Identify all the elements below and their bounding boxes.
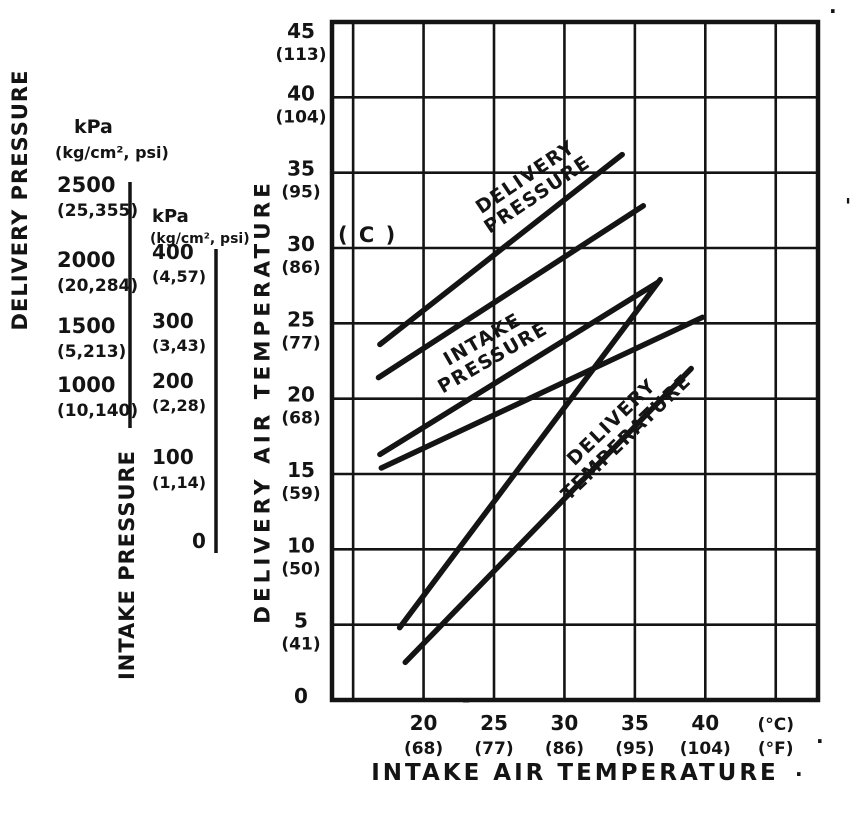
plot-frame bbox=[329, 19, 821, 703]
delivery-pressure-scale-sub-value: (10,140) bbox=[57, 401, 138, 421]
intake-pressure-scale-value: 0 bbox=[192, 529, 206, 553]
y-tick-label: 35 bbox=[287, 157, 315, 181]
intake-pressure-scale-value: 300 bbox=[152, 309, 194, 333]
series-delivery-pressure bbox=[375, 203, 647, 381]
x-tick-label: 20 bbox=[410, 711, 438, 735]
x-tick-sub-label: (77) bbox=[474, 739, 513, 759]
scan-artifact: - bbox=[462, 688, 471, 712]
x-tick-sub-label: (104) bbox=[680, 739, 731, 759]
intake-pressure-scale-value: 400 bbox=[152, 240, 194, 264]
y-tick-label: 5 bbox=[294, 609, 308, 633]
series-intake-pressure bbox=[377, 279, 661, 458]
y-tick-sub-label: (50) bbox=[281, 559, 320, 579]
delivery-pressure-scale-value: 1500 bbox=[57, 314, 115, 338]
delivery-pressure-scale-sub-value: (5,213) bbox=[57, 342, 126, 362]
x-tick-label: 25 bbox=[480, 711, 508, 735]
scan-artifact: ' bbox=[845, 194, 852, 218]
x-axis-unit-c: (°C) bbox=[757, 715, 794, 735]
series-delivery-pressure bbox=[377, 151, 625, 348]
x-tick-sub-label: (68) bbox=[404, 739, 443, 759]
series-delivery-temperature bbox=[396, 276, 663, 631]
series-delivery-temperature bbox=[402, 365, 694, 666]
intake-pressure-unit-detail-label: (kg/cm², psi) bbox=[150, 231, 250, 247]
x-tick-label: 30 bbox=[551, 711, 579, 735]
delivery-pressure-scale-value: 2500 bbox=[57, 173, 115, 197]
intake-pressure-scale-sub-value: (1,14) bbox=[152, 473, 206, 492]
y-tick-sub-label: (86) bbox=[281, 258, 320, 278]
intake-pressure-scale-value: 100 bbox=[152, 445, 194, 469]
delivery-pressure-scale-value: 2000 bbox=[57, 248, 115, 272]
y-axis-unit-note: ( C ) bbox=[338, 223, 397, 247]
delivery-pressure-unit-label: kPa bbox=[74, 116, 113, 138]
x-tick-label: 40 bbox=[691, 711, 719, 735]
y-tick-sub-label: (68) bbox=[281, 409, 320, 429]
series-label: INTAKEPRESSURE bbox=[424, 299, 552, 398]
series-intake-pressure bbox=[378, 314, 706, 471]
delivery-pressure-scale-sub-value: (20,284) bbox=[57, 276, 138, 296]
x-tick-sub-label: (86) bbox=[545, 739, 584, 759]
y-tick-label: 20 bbox=[287, 383, 315, 407]
y-tick-label: 45 bbox=[287, 19, 315, 43]
y-tick-label: 40 bbox=[287, 81, 315, 105]
scan-artifact: . bbox=[829, 0, 837, 18]
intake-pressure-unit-label: kPa bbox=[152, 206, 189, 227]
x-tick-sub-label: (95) bbox=[615, 739, 654, 759]
delivery-pressure-scale-value: 1000 bbox=[57, 373, 115, 397]
intake-pressure-scale-sub-value: (2,28) bbox=[152, 396, 206, 415]
y-tick-sub-label: (113) bbox=[275, 45, 326, 65]
y-tick-sub-label: (104) bbox=[275, 107, 326, 127]
y-tick-sub-label: (77) bbox=[281, 333, 320, 353]
y-tick-sub-label: (95) bbox=[281, 183, 320, 203]
x-tick-label: 35 bbox=[621, 711, 649, 735]
intake-pressure-scale-sub-value: (3,43) bbox=[152, 336, 206, 355]
delivery-pressure-scale-sub-value: (25,355) bbox=[57, 201, 138, 221]
y-tick-label: 0 bbox=[294, 684, 308, 708]
intake-pressure-scale-sub-value: (4,57) bbox=[152, 267, 206, 286]
x-axis-unit-f: (°F) bbox=[758, 739, 794, 759]
y-tick-label: 10 bbox=[287, 533, 315, 557]
scan-artifact: . bbox=[795, 757, 803, 781]
y-tick-label: 15 bbox=[287, 458, 315, 482]
y-tick-sub-label: (59) bbox=[281, 484, 320, 504]
y-tick-label: 30 bbox=[287, 232, 315, 256]
y-tick-sub-label: (41) bbox=[281, 635, 320, 655]
y-tick-label: 25 bbox=[287, 307, 315, 331]
x-axis-title: INTAKE AIR TEMPERATURE bbox=[371, 760, 779, 786]
intake-pressure-scale-value: 200 bbox=[152, 369, 194, 393]
scan-artifact: . bbox=[816, 724, 824, 748]
delivery-pressure-unit-detail-label: (kg/cm², psi) bbox=[55, 143, 169, 162]
